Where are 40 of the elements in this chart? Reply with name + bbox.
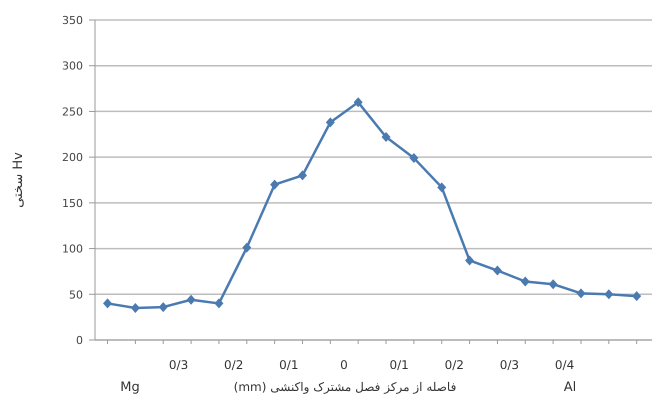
y-tick-label: 300 — [62, 60, 83, 73]
ylabel: سختی Hv — [11, 152, 26, 208]
xlabel: فاصله از مرکز فصل مشترک واکنشی (mm) — [234, 380, 456, 394]
point — [465, 255, 474, 266]
y-tick-label: 0 — [76, 334, 83, 347]
point — [437, 182, 446, 192]
point — [520, 276, 530, 286]
y-tick-label: 100 — [62, 242, 83, 256]
annotation: Mg — [120, 380, 140, 395]
point — [382, 132, 391, 142]
annotation: 0/1 — [279, 358, 298, 372]
annotation: 0/2 — [444, 358, 464, 372]
point — [354, 97, 363, 108]
annotation: Al — [564, 380, 576, 395]
y-tick-label: 50 — [69, 288, 83, 302]
annotation: 0/1 — [389, 358, 409, 372]
point — [186, 294, 196, 305]
point — [130, 303, 140, 313]
y-tick-label: 200 — [62, 151, 83, 164]
point — [576, 288, 586, 298]
annotation: 0/3 — [500, 358, 520, 372]
point — [214, 298, 224, 308]
point — [604, 289, 614, 300]
annotation: 0/3 — [168, 358, 188, 372]
point — [326, 117, 335, 128]
y-tick-label: 150 — [62, 196, 83, 210]
point — [632, 291, 642, 302]
y-tick-label: 250 — [62, 105, 83, 118]
point — [409, 153, 418, 164]
point — [548, 279, 558, 290]
point — [103, 298, 112, 308]
point — [242, 242, 252, 253]
annotation: 0 — [340, 358, 348, 372]
point — [270, 180, 280, 190]
point — [298, 170, 307, 180]
y-tick-label: 350 — [62, 14, 83, 27]
annotation: 0/2 — [224, 358, 244, 372]
point — [158, 302, 168, 312]
point — [492, 266, 502, 276]
annotation: 0/4 — [554, 358, 574, 372]
